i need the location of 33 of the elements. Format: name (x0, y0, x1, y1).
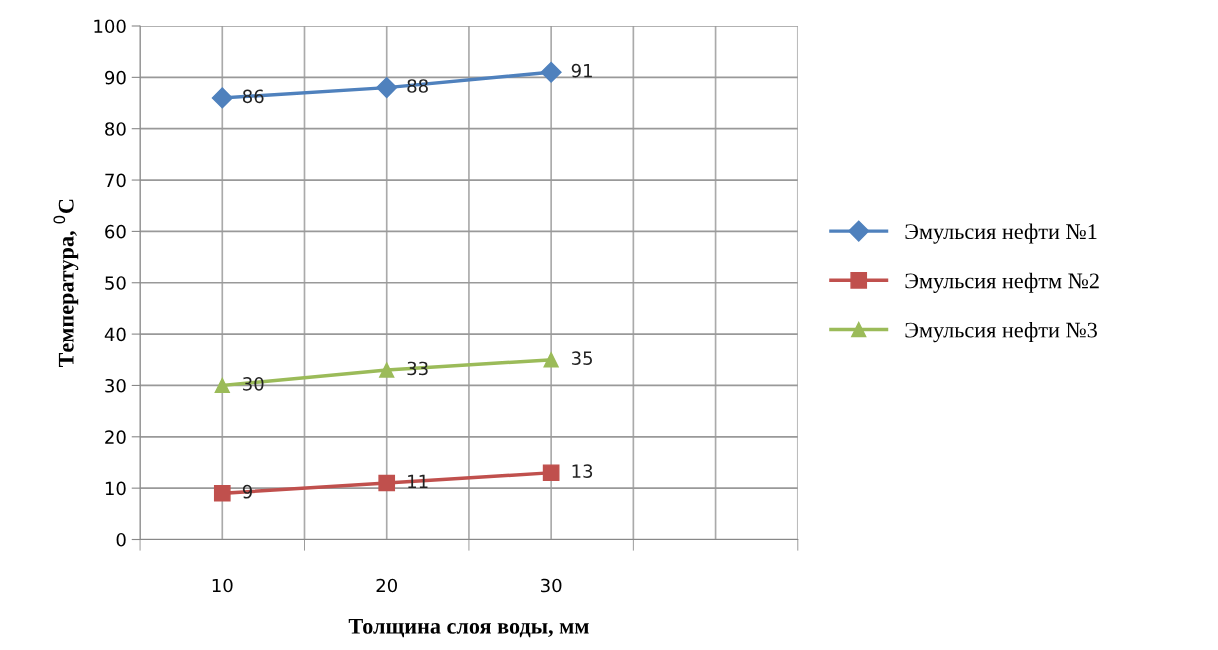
point (378, 474, 396, 492)
point (542, 464, 560, 482)
data-label: 86 (242, 89, 264, 104)
data-label: 13 (572, 464, 593, 478)
y-tick-label: 10 (105, 481, 126, 496)
y-tick-label: 60 (105, 224, 126, 239)
data-label: 35 (571, 351, 592, 366)
point (379, 362, 395, 378)
legend-label: Эмульсия нефтм №2 (905, 272, 1099, 293)
point (211, 87, 233, 109)
y-tick-label: 50 (105, 276, 126, 290)
y-tick-label: 0 (116, 532, 126, 547)
y-tick-label: 70 (105, 173, 126, 188)
x-tick-label: 30 (541, 578, 562, 593)
legend-label: Эмульсия нефти №1 (905, 223, 1097, 244)
y-tick-label: 20 (105, 430, 126, 444)
point (543, 352, 559, 368)
point (376, 77, 398, 99)
y-tick-label: 40 (104, 327, 126, 342)
data-label: 11 (408, 474, 428, 488)
legend-label: Эмульсия нефти №3 (905, 321, 1097, 343)
x-axis-title: Толщина слоя воды, мм (348, 618, 589, 638)
data-label: 91 (571, 63, 592, 78)
point (213, 484, 231, 502)
y-axis-title: Температура, $^{0}$C (53, 199, 79, 368)
y-tick-label: 80 (105, 122, 126, 136)
y-tick-label: 100 (94, 19, 126, 34)
x-tick-label: 10 (212, 578, 233, 593)
point (214, 377, 230, 394)
y-tick-label: 30 (105, 378, 126, 393)
x-tick-label: 20 (376, 578, 397, 593)
y-tick-label: 90 (105, 70, 126, 85)
point (540, 61, 562, 83)
